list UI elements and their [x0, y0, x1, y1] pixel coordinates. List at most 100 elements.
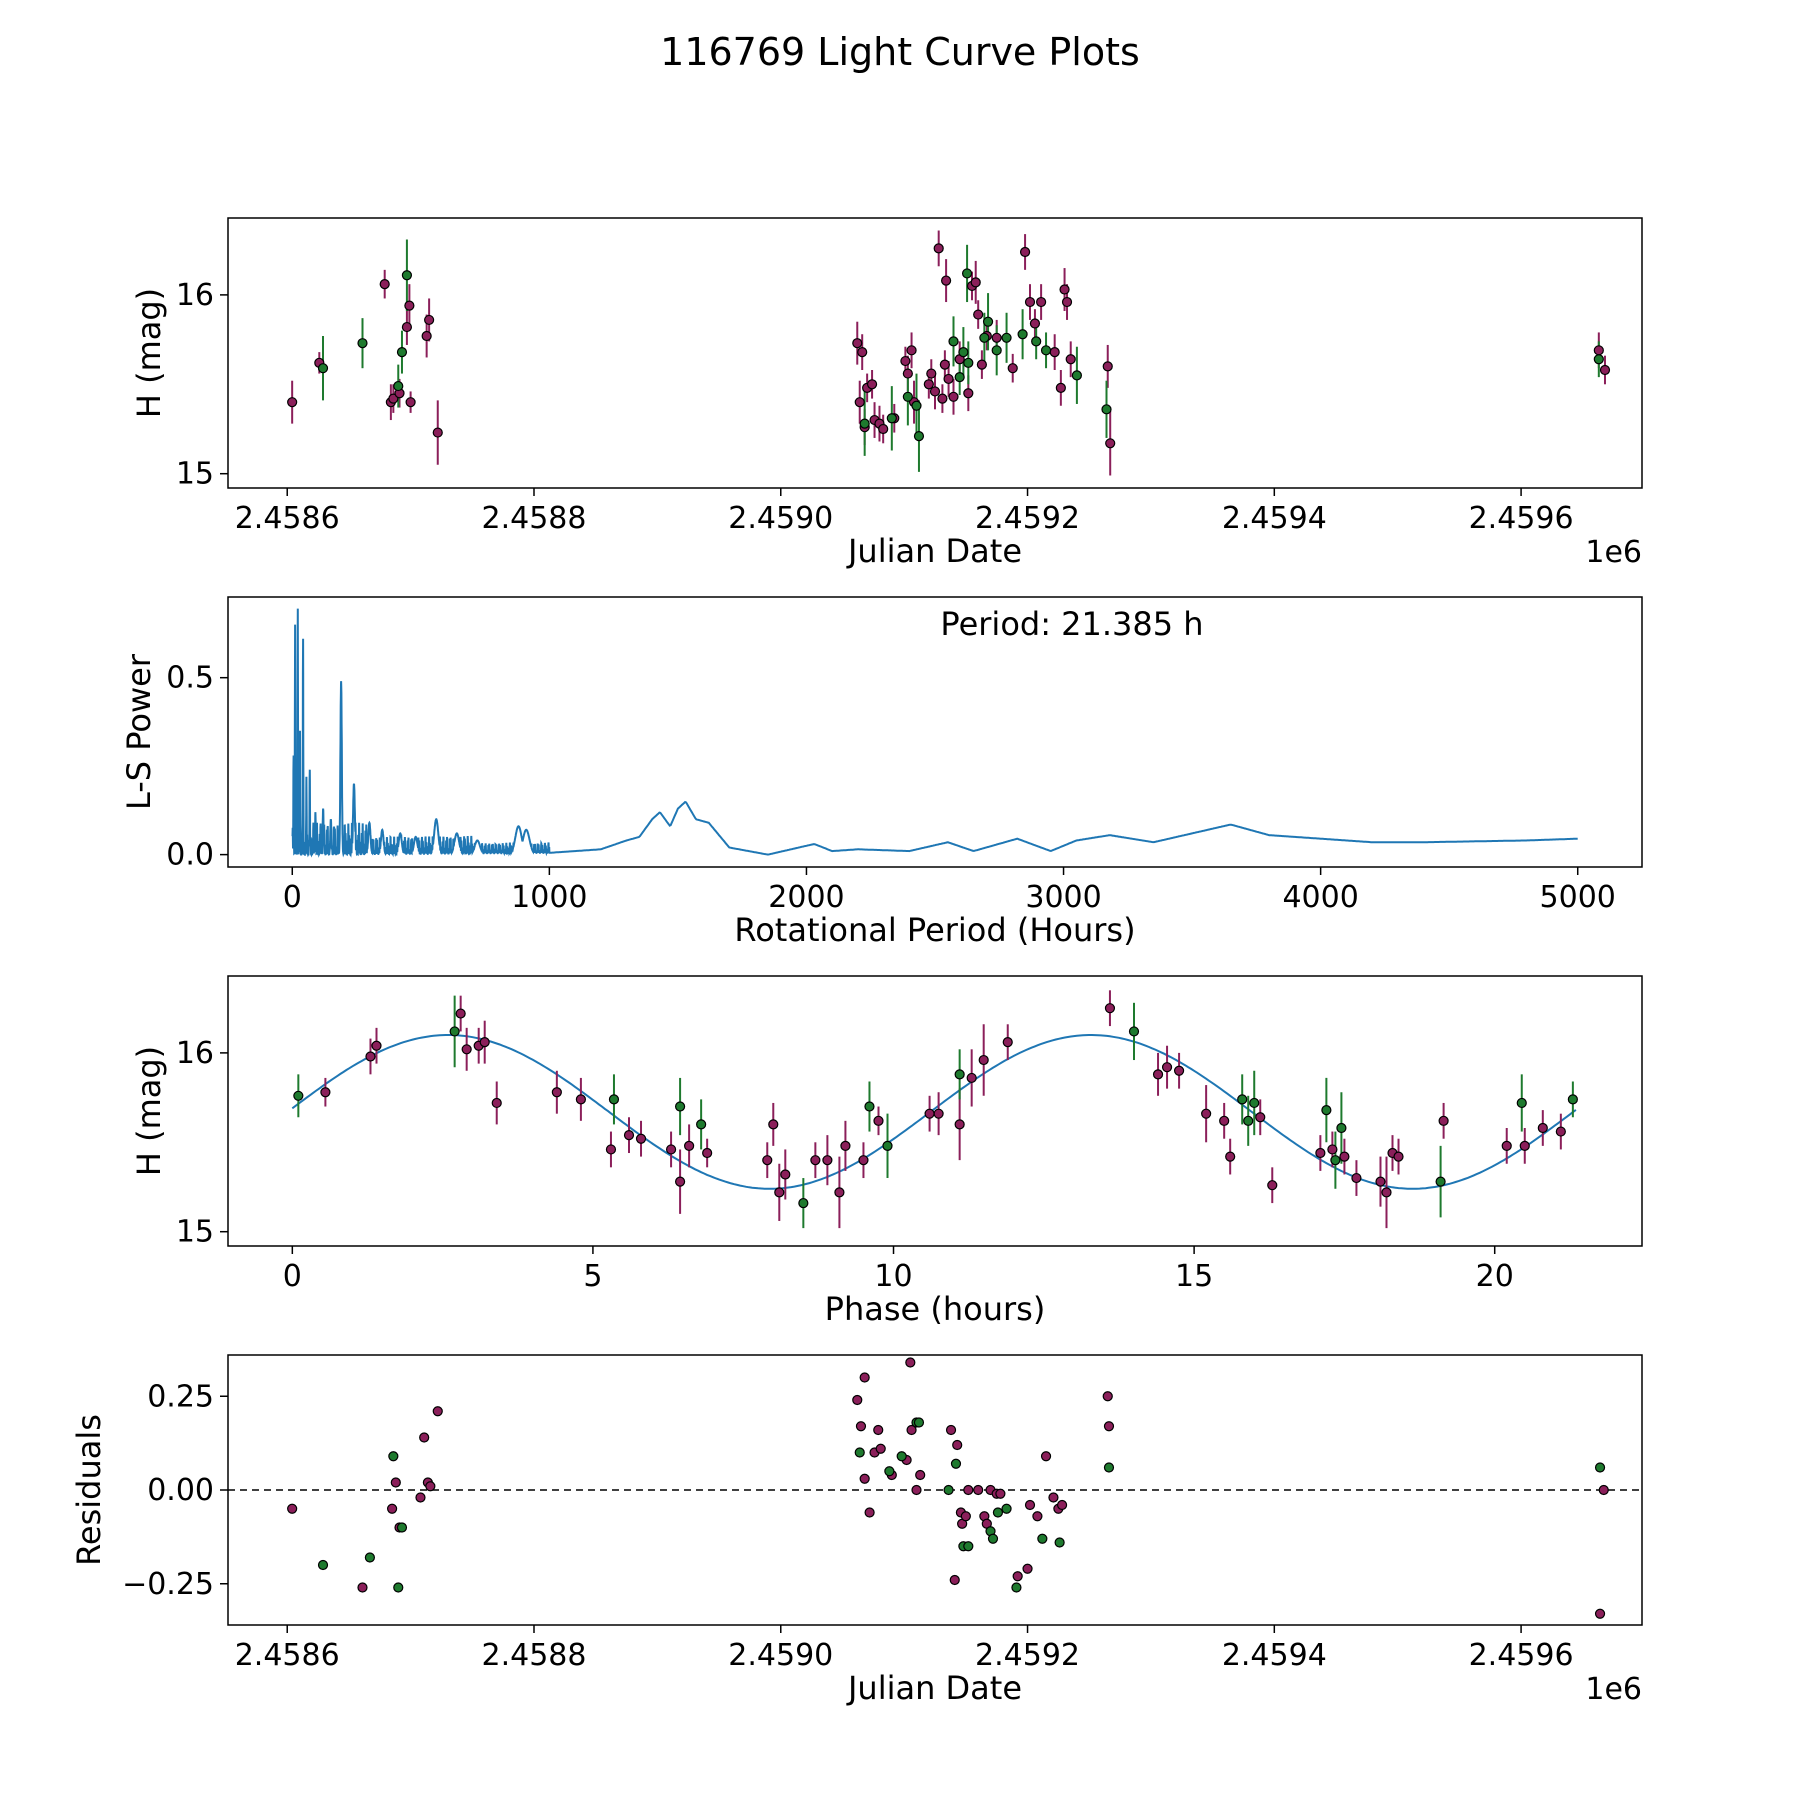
phasefold-point	[365, 1051, 376, 1062]
lightcurve-point	[424, 314, 435, 326]
residuals-point	[950, 1458, 962, 1469]
phasefold-point	[1321, 1105, 1332, 1116]
residuals-point	[419, 1432, 430, 1443]
residuals-point	[1040, 1451, 1052, 1462]
residuals-point	[943, 1484, 954, 1496]
lightcurve-point	[1065, 354, 1076, 365]
residuals-point	[864, 1507, 875, 1518]
lightcurve-point	[886, 413, 897, 424]
phasefold-point	[1225, 1151, 1236, 1162]
lightcurve-point	[1049, 347, 1060, 358]
phasefold-x-tick-label: 5	[583, 1259, 602, 1294]
phasefold-point	[1537, 1122, 1548, 1134]
phasefold-point	[954, 1069, 965, 1080]
phasefold-fit-line	[291, 1034, 1577, 1190]
residuals-x-tick-label: 2.4586	[235, 1638, 340, 1673]
periodogram-x-ticks: 0 1000 2000 3000 4000 5000	[283, 867, 1616, 915]
residuals-point	[1594, 1462, 1606, 1473]
figure-title: 116769 Light Curve Plots	[660, 30, 1140, 74]
phasefold-y-tick-label: 15	[176, 1215, 214, 1250]
lightcurve-point	[913, 431, 925, 442]
lightcurve-point	[963, 388, 974, 399]
phasefold-point	[320, 1087, 331, 1098]
lightcurve-point	[379, 279, 390, 290]
residuals-point	[1001, 1503, 1012, 1514]
phasefold-point	[1375, 1176, 1386, 1187]
residuals-point	[1054, 1537, 1065, 1548]
residuals-point	[859, 1473, 870, 1484]
residuals-point	[1598, 1484, 1609, 1496]
residuals-point	[963, 1541, 974, 1552]
phasefold-point	[1516, 1097, 1527, 1109]
lightcurve-offset-label: 1e6	[1585, 535, 1642, 570]
phasefold-point	[1351, 1172, 1362, 1184]
periodogram-x-tick-label: 0	[283, 880, 302, 915]
phasefold-point	[461, 1044, 472, 1055]
residuals-point	[949, 1574, 960, 1586]
phasefold-point	[1327, 1144, 1338, 1155]
lightcurve-point	[979, 332, 990, 343]
residuals-point	[396, 1522, 408, 1533]
residuals-y-tick-label: 0.25	[147, 1379, 214, 1414]
phasefold-point	[449, 1026, 460, 1037]
lightcurve-x-tick-label: 2.4592	[975, 501, 1080, 536]
residuals-point	[952, 1439, 963, 1451]
lightcurve-x-label: Julian Date	[846, 532, 1022, 570]
lightcurve-point	[1101, 404, 1112, 415]
periodogram-y-tick-label: 0.0	[166, 838, 214, 873]
phasefold-point	[933, 1108, 944, 1119]
phasefold-x-label: Phase (hours)	[825, 1290, 1046, 1328]
lightcurve-point	[911, 400, 922, 411]
lightcurve-point	[902, 368, 913, 379]
residuals-point	[1032, 1511, 1043, 1522]
phasefold-point	[1201, 1108, 1212, 1119]
lightcurve-y-label: H (mag)	[130, 288, 168, 418]
lightcurve-x-tick-label: 2.4596	[1469, 501, 1574, 536]
lightcurve-point	[1599, 364, 1611, 376]
lightcurve-point	[287, 397, 298, 408]
residuals-point	[390, 1477, 401, 1488]
lightcurve-point	[1001, 332, 1012, 343]
residuals-point	[1012, 1571, 1023, 1582]
phasefold-point	[608, 1094, 620, 1105]
lightcurve-point	[923, 379, 934, 390]
lightcurve-point	[357, 338, 368, 349]
lightcurve-point	[970, 277, 981, 288]
periodogram-line	[291, 608, 1578, 858]
lightcurve-point	[857, 347, 868, 358]
phasefold-point	[702, 1147, 713, 1159]
lightcurve-point	[1059, 284, 1070, 295]
lightcurve-point	[1024, 296, 1036, 308]
lightcurve-point	[900, 355, 911, 367]
lightcurve-point	[902, 391, 913, 402]
phasefold-point	[840, 1140, 851, 1151]
residuals-point	[1594, 1608, 1606, 1619]
lightcurve-point	[1007, 363, 1018, 374]
phasefold-point	[1243, 1115, 1254, 1126]
phasefold-point	[1381, 1187, 1392, 1198]
residuals-y-tick-label: 0.00	[147, 1473, 214, 1508]
phasefold-point	[674, 1176, 686, 1187]
phasefold-point	[1438, 1115, 1449, 1126]
residuals-y-ticks: 0.25 0.00 −0.25	[122, 1379, 228, 1602]
residuals-point	[1024, 1499, 1036, 1511]
residuals-point	[854, 1447, 865, 1458]
lightcurve-point	[1031, 336, 1042, 347]
lightcurve-point	[954, 372, 965, 383]
lightcurve-point	[991, 345, 1002, 356]
residuals-point	[425, 1481, 436, 1492]
residuals-point	[1056, 1499, 1068, 1511]
residuals-panel: 2.4586 2.4588 2.4590 2.4592 2.4594 2.4596 0.2…	[70, 1354, 1643, 1707]
lightcurve-point	[1040, 345, 1052, 356]
residuals-point	[364, 1552, 375, 1563]
phasefold-point	[954, 1119, 965, 1130]
lightcurve-x-tick-label: 2.4590	[728, 501, 833, 536]
periodogram-x-tick-label: 2000	[768, 880, 844, 915]
phasefold-point	[1104, 1003, 1116, 1014]
lightcurve-x-ticks: 2.4586 2.4588 2.4590 2.4592 2.4594 2.4596	[235, 488, 1574, 536]
phasefold-point	[810, 1155, 821, 1166]
lightcurve-point	[976, 359, 987, 370]
residuals-point	[995, 1488, 1006, 1499]
periodogram-frame	[227, 596, 1643, 868]
